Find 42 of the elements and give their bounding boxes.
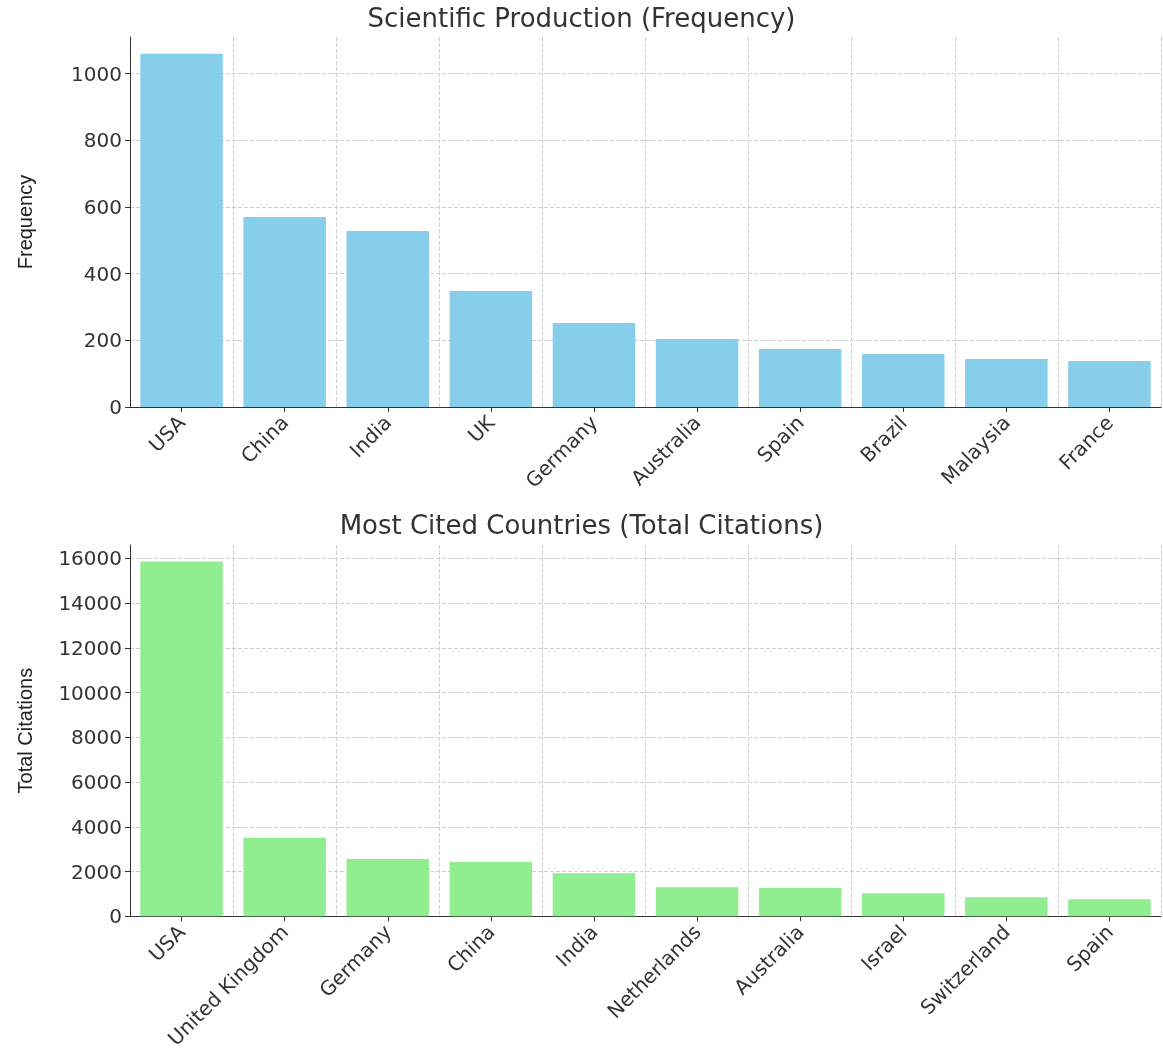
y-tick-label: 6000 xyxy=(71,770,122,795)
y-tick-label: 1000 xyxy=(71,61,122,86)
chart-title: Most Cited Countries (Total Citations) xyxy=(339,510,824,540)
bar xyxy=(140,561,223,917)
y-axis-title: Frequency xyxy=(14,174,36,270)
y-tick-label: 200 xyxy=(83,328,122,353)
y-tick-label: 0 xyxy=(109,395,122,419)
bar xyxy=(140,53,223,407)
y-tick-label: 800 xyxy=(83,128,122,153)
y-tick-label: 4000 xyxy=(71,814,122,839)
bar xyxy=(758,349,842,407)
y-tick-label: 2000 xyxy=(71,859,122,884)
x-tick-label: UK xyxy=(462,409,500,448)
bar xyxy=(243,217,326,407)
bar xyxy=(449,861,533,917)
bar xyxy=(655,339,739,407)
chart-title: Scientific Production (Frequency) xyxy=(367,3,796,33)
bar xyxy=(346,859,429,917)
bar xyxy=(1068,899,1151,917)
y-axis-title: Total Citations xyxy=(14,667,36,794)
y-tick-label: 0 xyxy=(109,904,122,929)
bar xyxy=(449,291,533,407)
y-tick-label: 8000 xyxy=(71,725,122,750)
bar xyxy=(346,231,429,407)
x-tick-label: USA xyxy=(143,410,191,457)
y-tick-label: 400 xyxy=(83,261,122,286)
x-tick-label: USA xyxy=(143,919,191,967)
bar xyxy=(862,893,945,917)
y-tick-label: 14000 xyxy=(58,591,122,616)
bar xyxy=(552,873,636,917)
bar xyxy=(965,359,1048,407)
bar xyxy=(655,887,739,917)
bar xyxy=(965,897,1048,917)
y-tick-label: 600 xyxy=(83,195,122,219)
bar xyxy=(243,837,326,917)
y-tick-label: 16000 xyxy=(58,546,122,571)
bar xyxy=(552,323,636,407)
bar xyxy=(1068,361,1151,407)
bar xyxy=(862,354,945,407)
bar xyxy=(758,888,842,917)
y-tick-label: 10000 xyxy=(58,680,122,705)
y-tick-label: 12000 xyxy=(58,635,122,660)
